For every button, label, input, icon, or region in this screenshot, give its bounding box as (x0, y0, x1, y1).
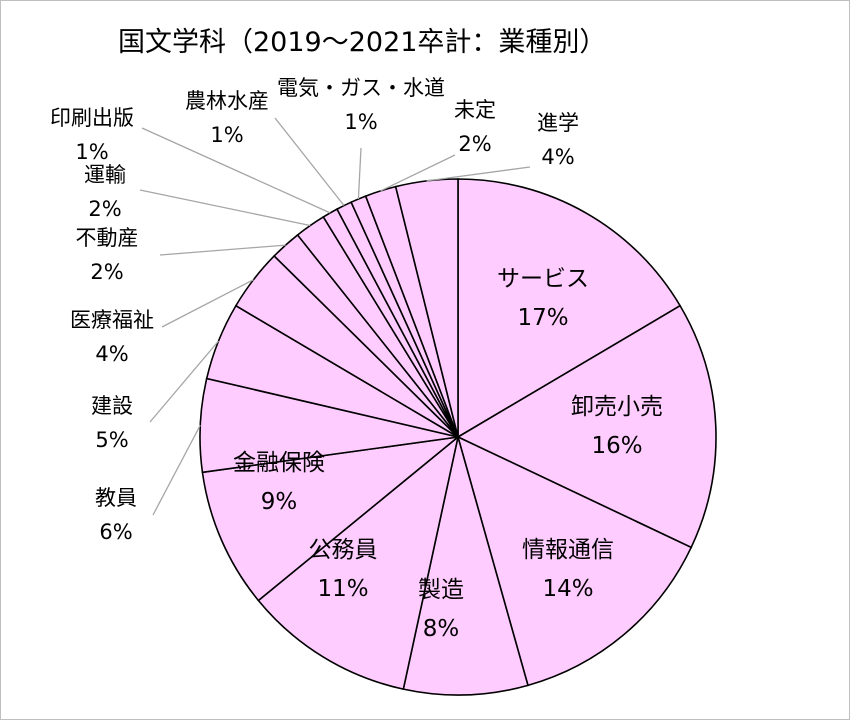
slice-value-5: 11% (317, 576, 368, 602)
pie-slice-6 (201, 435, 461, 602)
slice-value-13: 1% (210, 123, 243, 147)
leader-line-8 (149, 340, 219, 423)
slice-label-6: 金融保険 (233, 450, 325, 476)
slice-value-8: 5% (95, 428, 128, 452)
pie-slice-2 (456, 304, 717, 549)
slice-label-3: 情報通信 (522, 537, 614, 563)
slice-value-9: 4% (95, 342, 128, 366)
slice-label-8: 建設 (91, 394, 133, 418)
leader-line-12 (141, 127, 331, 214)
slice-label-13: 農林水産 (185, 89, 269, 113)
slice-label-7: 教員 (95, 486, 137, 510)
slice-label-14: 電気・ガス・水道 (277, 76, 445, 100)
slice-label-1: サービス (497, 266, 589, 292)
slice-label-4: 製造 (418, 577, 464, 603)
leader-line-10 (159, 244, 286, 256)
slice-label-11: 運輸 (84, 163, 126, 187)
leader-line-16 (426, 166, 531, 182)
slice-value-7: 6% (99, 520, 132, 544)
pie-slice-4 (402, 436, 529, 696)
slice-value-1: 17% (517, 305, 568, 331)
leader-line-14 (357, 147, 362, 200)
slice-value-15: 2% (458, 132, 491, 156)
slice-label-9: 医療福祉 (70, 308, 154, 332)
slice-label-10: 不動産 (76, 226, 139, 250)
slice-value-10: 2% (90, 260, 123, 284)
slice-value-12: 1% (75, 140, 108, 164)
slice-value-16: 4% (541, 145, 574, 169)
leader-line-11 (139, 189, 311, 227)
slice-label-5: 公務員 (309, 537, 378, 563)
pie-slice-1 (457, 178, 682, 439)
slice-value-11: 2% (88, 197, 121, 221)
pie-slice-3 (456, 435, 693, 687)
leader-line-7 (152, 424, 201, 516)
slice-value-4: 8% (423, 616, 460, 642)
slice-label-12: 印刷出版 (50, 106, 134, 130)
leader-line-13 (274, 117, 345, 206)
chart-title: 国文学科（2019～2021卒計：業種別） (118, 27, 607, 58)
slice-label-2: 卸売小売 (571, 394, 663, 420)
pie-slice-5 (257, 434, 460, 691)
leader-line-15 (380, 154, 456, 192)
leader-line-9 (161, 279, 254, 328)
slice-value-14: 1% (344, 110, 377, 134)
slice-value-2: 16% (591, 433, 642, 459)
pie-slice-16 (394, 178, 459, 438)
slice-label-15: 未定 (454, 98, 496, 122)
slice-label-16: 進学 (537, 111, 579, 135)
slice-value-6: 9% (261, 489, 298, 515)
slice-value-3: 14% (542, 576, 593, 602)
